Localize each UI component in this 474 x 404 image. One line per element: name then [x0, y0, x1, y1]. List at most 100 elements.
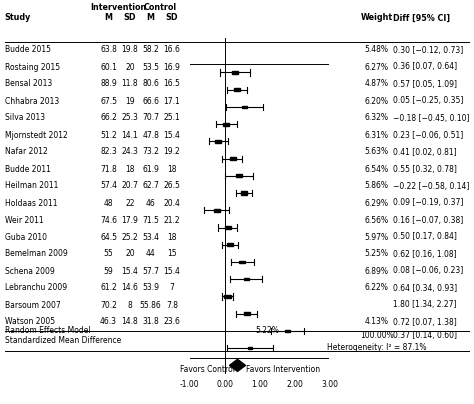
Text: SD: SD — [124, 13, 136, 23]
Text: −0.18 [−0.45, 0.10]: −0.18 [−0.45, 0.10] — [393, 114, 470, 122]
Text: Favors Intervention: Favors Intervention — [246, 365, 319, 374]
Text: 18: 18 — [125, 164, 135, 173]
Text: Silva 2013: Silva 2013 — [5, 114, 45, 122]
Text: Budde 2015: Budde 2015 — [5, 46, 51, 55]
Text: 14.8: 14.8 — [121, 318, 138, 326]
Text: 11.8: 11.8 — [121, 80, 138, 88]
Text: 23.6: 23.6 — [164, 318, 181, 326]
Text: 0.30 [−0.12, 0.73]: 0.30 [−0.12, 0.73] — [393, 46, 464, 55]
Text: 73.2: 73.2 — [142, 147, 159, 156]
Bar — [244, 278, 249, 280]
Bar — [223, 123, 229, 126]
Text: 15.4: 15.4 — [121, 267, 138, 276]
Text: -1.00: -1.00 — [180, 380, 200, 389]
Text: 46.3: 46.3 — [100, 318, 117, 326]
Text: 7.8: 7.8 — [166, 301, 178, 309]
Text: 20.7: 20.7 — [121, 181, 138, 191]
Text: 18: 18 — [167, 164, 177, 173]
Text: 6.89%: 6.89% — [365, 267, 389, 276]
Text: 14.6: 14.6 — [121, 284, 138, 292]
Text: 1.00: 1.00 — [251, 380, 268, 389]
Text: 59: 59 — [104, 267, 113, 276]
Bar — [215, 140, 221, 143]
Text: 4.13%: 4.13% — [365, 318, 389, 326]
Text: 0.23 [−0.06, 0.51]: 0.23 [−0.06, 0.51] — [393, 130, 464, 139]
Text: 0.05 [−0.25, 0.35]: 0.05 [−0.25, 0.35] — [393, 97, 464, 105]
Text: 5.22%: 5.22% — [255, 326, 279, 335]
Text: 48: 48 — [104, 198, 113, 208]
Bar — [242, 106, 247, 108]
Text: 18: 18 — [167, 232, 177, 242]
Text: 0.50 [0.17, 0.84]: 0.50 [0.17, 0.84] — [393, 232, 457, 242]
Text: 31.8: 31.8 — [142, 318, 159, 326]
Text: 5.63%: 5.63% — [365, 147, 389, 156]
Text: Holdaas 2011: Holdaas 2011 — [5, 198, 57, 208]
Text: Intervention: Intervention — [90, 4, 146, 13]
Text: SD: SD — [166, 13, 178, 23]
Text: 7: 7 — [170, 284, 174, 292]
Text: 44: 44 — [146, 250, 155, 259]
Text: 0.37 [0.14, 0.60]: 0.37 [0.14, 0.60] — [393, 331, 457, 340]
Text: 16.5: 16.5 — [164, 80, 181, 88]
Text: Lebranchu 2009: Lebranchu 2009 — [5, 284, 67, 292]
Text: 26.5: 26.5 — [164, 181, 181, 191]
Text: 55: 55 — [104, 250, 113, 259]
Text: 0.72 [0.07, 1.38]: 0.72 [0.07, 1.38] — [393, 318, 457, 326]
Text: 6.31%: 6.31% — [365, 130, 389, 139]
Text: 5.97%: 5.97% — [365, 232, 389, 242]
Text: 0.62 [0.16, 1.08]: 0.62 [0.16, 1.08] — [393, 250, 457, 259]
Text: 17.9: 17.9 — [121, 215, 138, 225]
Text: Random Effects Model: Random Effects Model — [5, 326, 91, 335]
Text: 47.8: 47.8 — [142, 130, 159, 139]
Text: Standardized Mean Difference: Standardized Mean Difference — [5, 336, 121, 345]
Text: 21.2: 21.2 — [164, 215, 181, 225]
Text: Bemelman 2009: Bemelman 2009 — [5, 250, 67, 259]
Text: 53.5: 53.5 — [142, 63, 159, 72]
Text: −0.22 [−0.58, 0.14]: −0.22 [−0.58, 0.14] — [393, 181, 470, 191]
Text: 58.2: 58.2 — [142, 46, 159, 55]
Text: 20: 20 — [125, 63, 135, 72]
Text: 25.3: 25.3 — [121, 114, 138, 122]
Text: Budde 2011: Budde 2011 — [5, 164, 51, 173]
Text: 19.8: 19.8 — [121, 46, 138, 55]
Text: M: M — [105, 13, 112, 23]
Text: Mjornstedt 2012: Mjornstedt 2012 — [5, 130, 67, 139]
Text: Nafar 2012: Nafar 2012 — [5, 147, 47, 156]
Text: Schena 2009: Schena 2009 — [5, 267, 55, 276]
Bar — [229, 157, 236, 160]
Text: 6.29%: 6.29% — [365, 198, 389, 208]
Bar — [225, 226, 231, 229]
Text: M: M — [147, 13, 155, 23]
Text: 71.8: 71.8 — [100, 164, 117, 173]
Text: 0.08 [−0.06, 0.23]: 0.08 [−0.06, 0.23] — [393, 267, 464, 276]
Text: 51.2: 51.2 — [100, 130, 117, 139]
Text: 3.00: 3.00 — [321, 380, 338, 389]
Text: 8: 8 — [128, 301, 132, 309]
Text: 0.36 [0.07, 0.64]: 0.36 [0.07, 0.64] — [393, 63, 457, 72]
Text: 15: 15 — [167, 250, 177, 259]
Bar — [234, 88, 240, 91]
Text: 0.09 [−0.19, 0.37]: 0.09 [−0.19, 0.37] — [393, 198, 464, 208]
Text: 6.32%: 6.32% — [365, 114, 389, 122]
Text: Favors Control: Favors Control — [180, 365, 235, 374]
Text: 0.41 [0.02, 0.81]: 0.41 [0.02, 0.81] — [393, 147, 457, 156]
Text: 25.1: 25.1 — [164, 114, 181, 122]
Text: 17.1: 17.1 — [164, 97, 181, 105]
Text: 15.4: 15.4 — [164, 130, 181, 139]
Text: 1.80 [1.34, 2.27]: 1.80 [1.34, 2.27] — [393, 301, 457, 309]
Text: Study: Study — [5, 13, 31, 23]
Bar — [239, 261, 245, 263]
Text: 55.86: 55.86 — [140, 301, 162, 309]
Bar — [241, 191, 247, 195]
Bar — [236, 175, 242, 177]
Text: 20: 20 — [125, 250, 135, 259]
Text: Chhabra 2013: Chhabra 2013 — [5, 97, 59, 105]
Text: 53.9: 53.9 — [142, 284, 159, 292]
Text: Diff [95% CI]: Diff [95% CI] — [393, 13, 451, 23]
Text: 61.9: 61.9 — [142, 164, 159, 173]
Text: 53.4: 53.4 — [142, 232, 159, 242]
Text: 70.7: 70.7 — [142, 114, 159, 122]
Text: 5.48%: 5.48% — [365, 46, 389, 55]
Text: Rostaing 2015: Rostaing 2015 — [5, 63, 60, 72]
Text: 5.25%: 5.25% — [365, 250, 389, 259]
